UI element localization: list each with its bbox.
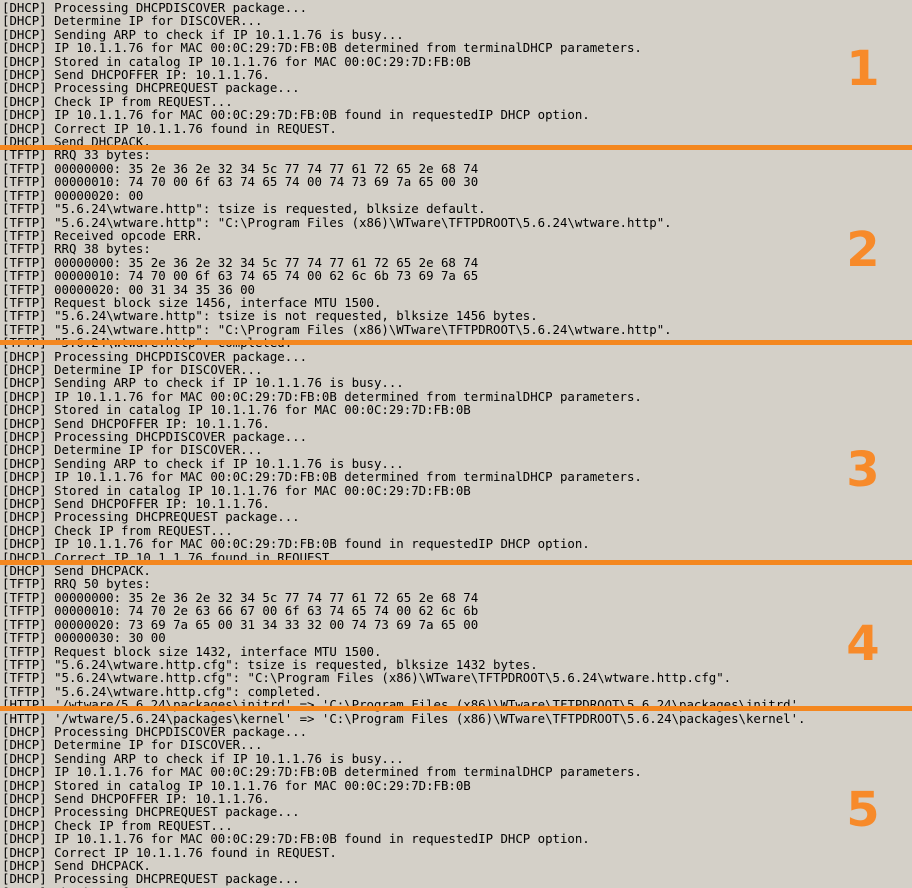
log-line: [TFTP] RRQ 50 bytes: [2, 576, 151, 592]
section-number: 3 [846, 442, 880, 498]
log-line: [DHCP] Sending ARP to check if IP 10.1.1… [2, 750, 404, 766]
log-line: [DHCP] Correct IP 10.1.1.76 found in REQ… [2, 844, 337, 860]
log-line: [TFTP] Request block size 1456, interfac… [2, 294, 382, 310]
log-line: [TFTP] 00000010: 74 70 00 6f 63 74 65 74… [2, 268, 479, 284]
log-line: [TFTP] 00000020: 00 31 34 35 36 00 [2, 281, 255, 297]
log-line: [DHCP] Send DHCPOFFER IP: 10.1.1.76. [2, 790, 270, 806]
log-line: [DHCP] IP 10.1.1.76 for MAC 00:0C:29:7D:… [2, 764, 642, 780]
section-separator [0, 560, 912, 565]
log-line: [TFTP] "5.6.24\wtware.http.cfg": complet… [2, 683, 322, 699]
log-line: [DHCP] IP 10.1.1.76 for MAC 00:0C:29:7D:… [2, 40, 642, 56]
log-line: [TFTP] 00000020: 73 69 7a 65 00 31 34 33… [2, 616, 479, 632]
log-line: [TFTP] "5.6.24\wtware.http": "C:\Program… [2, 214, 672, 230]
log-line: [DHCP] Check IP from REQUEST... [2, 522, 233, 538]
log-line: [DHCP] Send DHCPOFFER IP: 10.1.1.76. [2, 415, 270, 431]
log-line: [DHCP] Send DHCPACK. [2, 563, 151, 579]
log-line: [DHCP] Determine IP for DISCOVER... [2, 442, 263, 458]
log-line: [DHCP] Stored in catalog IP 10.1.1.76 fo… [2, 53, 471, 69]
log-line: [TFTP] Request block size 1432, interfac… [2, 643, 382, 659]
log-line: [DHCP] IP 10.1.1.76 for MAC 00:0C:29:7D:… [2, 831, 590, 847]
log-line: [TFTP] 00000000: 35 2e 36 2e 32 34 5c 77… [2, 254, 479, 270]
log-line: [DHCP] Determine IP for DISCOVER... [2, 737, 263, 753]
log-line: [TFTP] "5.6.24\wtware.http": "C:\Program… [2, 321, 672, 337]
log-line: [TFTP] 00000010: 74 70 00 6f 63 74 65 74… [2, 174, 479, 190]
section-separator [0, 340, 912, 345]
log-line: [DHCP] Determine IP for DISCOVER... [2, 13, 263, 29]
log-line: [DHCP] Processing DHCPDISCOVER package..… [2, 429, 308, 444]
log-line: [DHCP] Sending ARP to check if IP 10.1.1… [2, 455, 404, 471]
log-line: [DHCP] Processing DHCPDISCOVER package..… [2, 0, 308, 15]
log-line: [DHCP] Sending ARP to check if IP 10.1.1… [2, 26, 404, 42]
log-line: [TFTP] 00000000: 35 2e 36 2e 32 34 5c 77… [2, 160, 479, 176]
log-line: [DHCP] Check IP from REQUEST... [2, 93, 233, 109]
log-line: [DHCP] Send DHCPOFFER IP: 10.1.1.76. [2, 67, 270, 83]
log-line: [DHCP] IP 10.1.1.76 for MAC 00:0C:29:7D:… [2, 107, 590, 123]
section-separator [0, 145, 912, 150]
log-line: [DHCP] Processing DHCPDISCOVER package..… [2, 723, 308, 739]
log-line: [TFTP] 00000030: 30 00 [2, 630, 166, 646]
log-line: [HTTP] '/wtware/5.6.24\packages\kernel' … [2, 710, 806, 726]
section-number: 1 [846, 41, 880, 97]
log-line: [DHCP] Processing DHCPDISCOVER package..… [2, 348, 308, 364]
log-line: [DHCP] Send DHCPOFFER IP: 10.1.1.76. [2, 496, 270, 512]
log-line: [TFTP] 00000010: 74 70 2e 63 66 67 00 6f… [2, 603, 479, 619]
log-line: [DHCP] Stored in catalog IP 10.1.1.76 fo… [2, 402, 471, 418]
log-line: [TFTP] "5.6.24\wtware.http": tsize is re… [2, 201, 486, 217]
section-number: 2 [846, 222, 880, 278]
log-line: [DHCP] Send DHCPACK. [2, 858, 151, 873]
log-line: [DHCP] Processing DHCPREQUEST package... [2, 871, 300, 887]
log-line: [TFTP] "5.6.24\wtware.http.cfg": "C:\Pro… [2, 670, 732, 686]
log-line: [DHCP] Sending ARP to check if IP 10.1.1… [2, 375, 404, 391]
section-number: 4 [846, 616, 880, 672]
log-line: [TFTP] Received opcode ERR. [2, 227, 203, 243]
log-line: [DHCP] Determine IP for DISCOVER... [2, 361, 263, 377]
log-line: [TFTP] 00000020: 00 [2, 187, 144, 203]
log-line: [DHCP] Correct IP 10.1.1.76 found in REQ… [2, 120, 337, 136]
log-line: [TFTP] "5.6.24\wtware.http": tsize is no… [2, 308, 538, 324]
log-line: [DHCP] Processing DHCPREQUEST package... [2, 509, 300, 525]
log-line: [DHCP] IP 10.1.1.76 for MAC 00:0C:29:7D:… [2, 536, 590, 552]
log-line: [TFTP] RRQ 33 bytes: [2, 147, 151, 163]
log-line: [DHCP] IP 10.1.1.76 for MAC 00:0C:29:7D:… [2, 388, 642, 404]
log-line: [TFTP] 00000000: 35 2e 36 2e 32 34 5c 77… [2, 589, 479, 605]
log-line: [DHCP] Processing DHCPREQUEST package... [2, 80, 300, 96]
log-line: [TFTP] "5.6.24\wtware.http.cfg": tsize i… [2, 656, 538, 672]
log-line: [TFTP] RRQ 38 bytes: [2, 241, 151, 257]
log-line: [DHCP] Check IP from REQUEST... [2, 885, 912, 888]
log-line: [DHCP] IP 10.1.1.76 for MAC 00:0C:29:7D:… [2, 469, 642, 485]
section-number: 5 [846, 782, 880, 838]
section-separator [0, 706, 912, 711]
log-line: [DHCP] Check IP from REQUEST... [2, 817, 233, 833]
log-line: [DHCP] Processing DHCPREQUEST package... [2, 804, 300, 820]
log-line: [DHCP] Stored in catalog IP 10.1.1.76 fo… [2, 482, 471, 498]
log-line: [DHCP] Stored in catalog IP 10.1.1.76 fo… [2, 777, 471, 793]
